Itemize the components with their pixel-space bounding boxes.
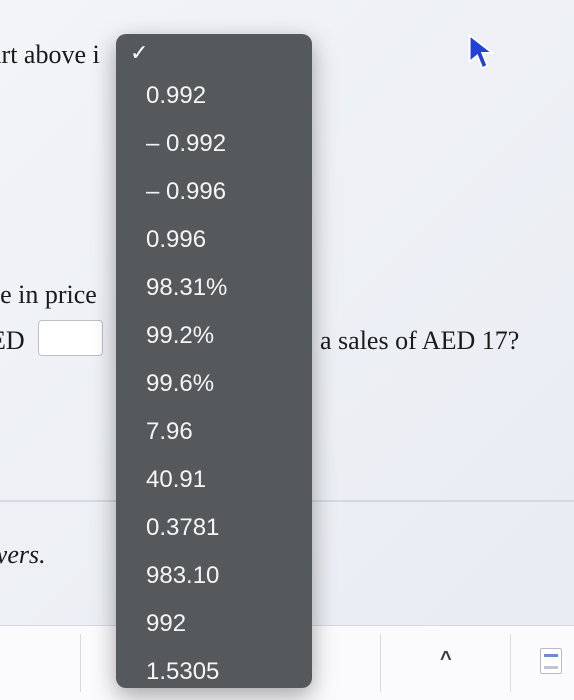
text-fragment-line2: se in price	[0, 280, 97, 310]
check-icon: ✓	[130, 40, 148, 66]
dropdown-option[interactable]: 7.96	[116, 408, 312, 456]
dropdown-option[interactable]: 0.996	[116, 216, 312, 264]
dropdown-option[interactable]: 99.2%	[116, 312, 312, 360]
dropdown-option[interactable]: 0.992	[116, 72, 312, 120]
dropdown-option[interactable]: 983.10	[116, 552, 312, 600]
toolbar-separator	[380, 634, 381, 692]
dropdown-option[interactable]: – 0.992	[116, 120, 312, 168]
text-fragment-line3a: ED	[0, 326, 25, 356]
dropdown-option[interactable]: 1.5305	[116, 648, 312, 688]
dropdown-options-list: 0.992– 0.992– 0.9960.99698.31%99.2%99.6%…	[116, 72, 312, 688]
mouse-cursor-icon	[468, 34, 494, 72]
text-fragment-line1: art above i	[0, 40, 100, 70]
toolbar-icon[interactable]	[540, 648, 562, 674]
toolbar-separator	[510, 634, 511, 692]
footer-text: wers.	[0, 540, 46, 570]
dropdown-option[interactable]: 98.31%	[116, 264, 312, 312]
dropdown-option[interactable]: – 0.996	[116, 168, 312, 216]
dropdown-option[interactable]: 40.91	[116, 456, 312, 504]
text-fragment-line3b: a sales of AED 17?	[320, 326, 519, 356]
dropdown-selected-blank[interactable]: ✓	[116, 34, 312, 72]
caret-up-icon[interactable]: ^	[440, 648, 452, 671]
dropdown-option[interactable]: 0.3781	[116, 504, 312, 552]
toolbar-separator	[80, 634, 81, 692]
dropdown-option[interactable]: 99.6%	[116, 360, 312, 408]
dropdown-option[interactable]: 992	[116, 600, 312, 648]
page-root: art above i se in price ED a sales of AE…	[0, 0, 574, 700]
answer-input-box[interactable]	[38, 320, 103, 356]
dropdown-menu[interactable]: ✓ 0.992– 0.992– 0.9960.99698.31%99.2%99.…	[116, 34, 312, 688]
